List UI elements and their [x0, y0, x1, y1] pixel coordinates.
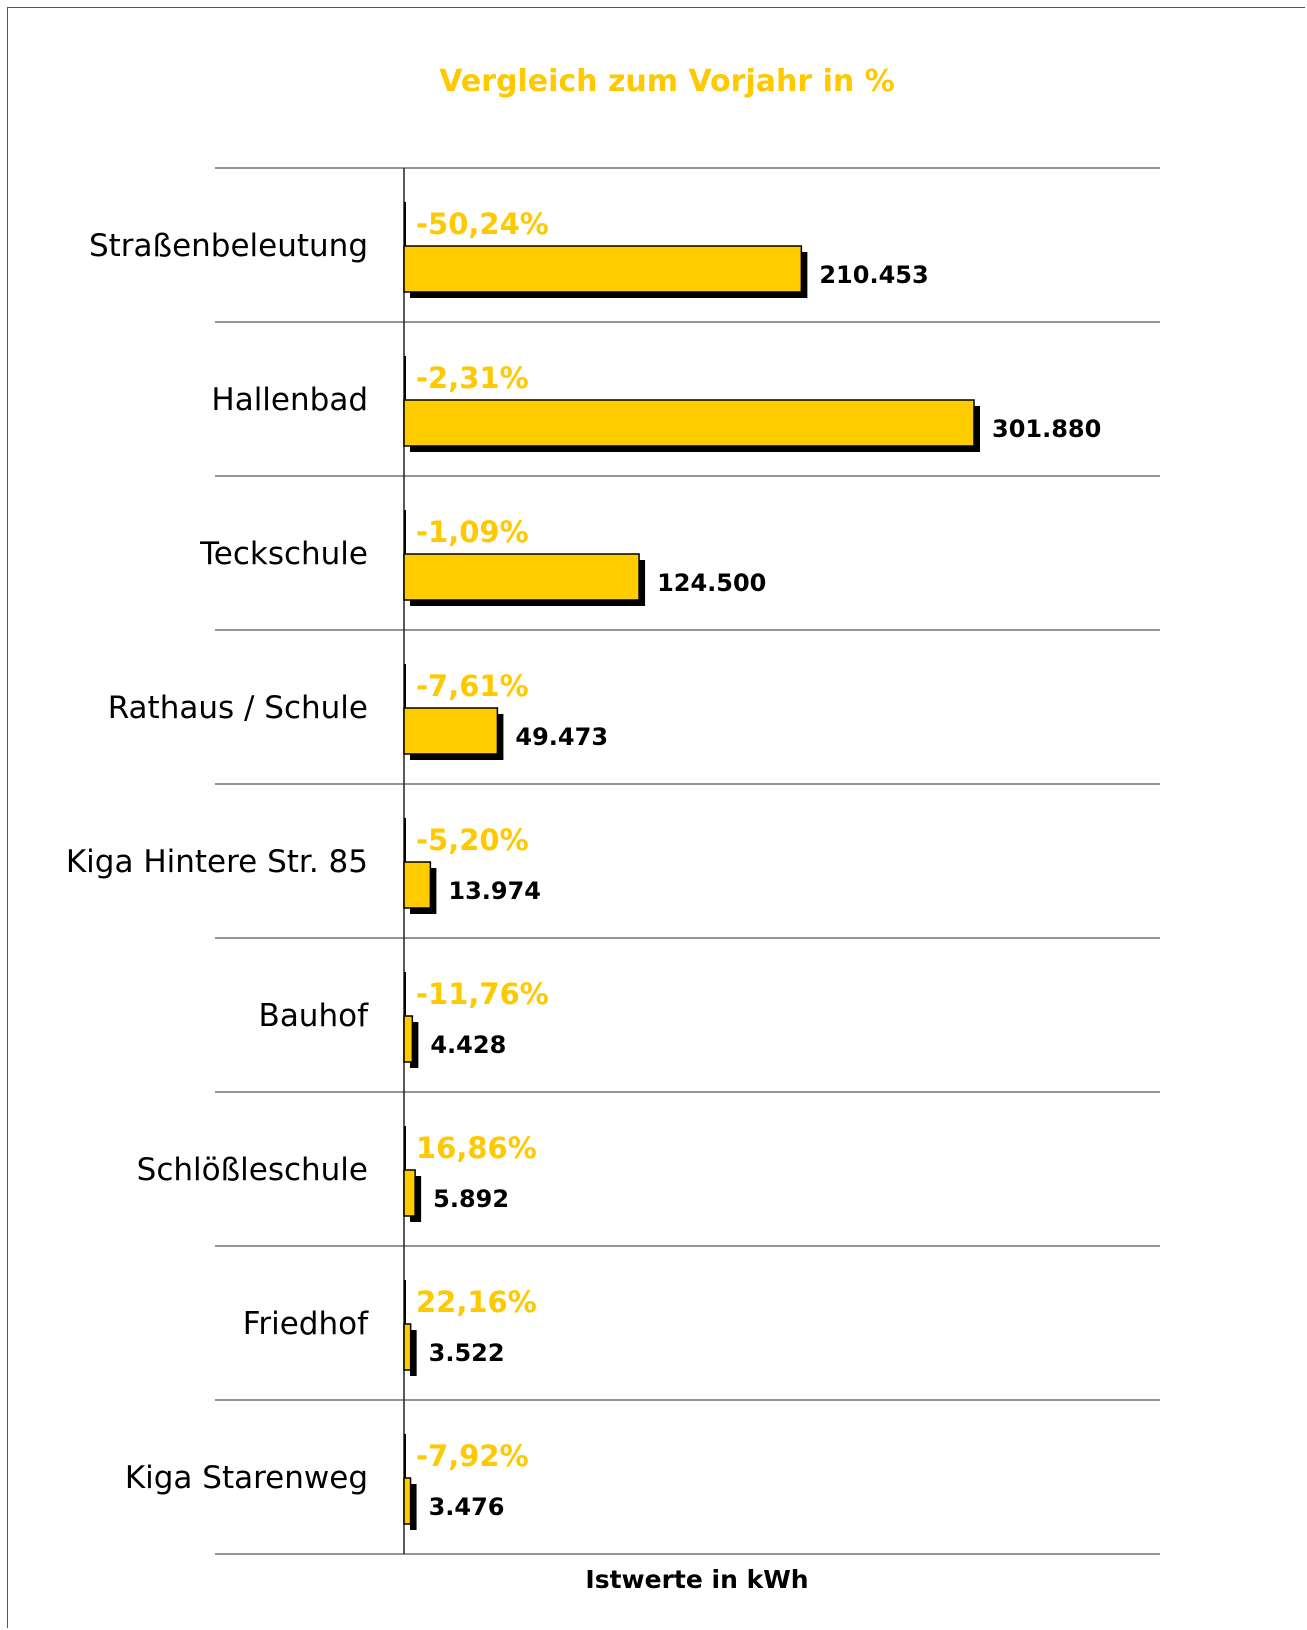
percent-label: 16,86% [416, 1131, 537, 1165]
value-label: 124.500 [657, 569, 766, 597]
value-label: 13.974 [448, 877, 541, 905]
percent-label: -11,76% [416, 977, 549, 1011]
bar-row: Kiga Hintere Str. 85 -5,20% 13.974 [66, 818, 541, 914]
bar-row: Teckschule -1,09% 124.500 [199, 510, 766, 606]
category-label: Hallenbad [211, 382, 368, 418]
chart-title: Vergleich zum Vorjahr in % [439, 64, 894, 99]
bar [403, 1015, 414, 1063]
percent-label: -7,61% [416, 669, 529, 703]
bar-row: Bauhof -11,76% 4.428 [259, 972, 549, 1068]
bar-shadow [410, 1330, 417, 1376]
bar [403, 707, 499, 755]
category-label: Schlößleschule [137, 1152, 368, 1188]
value-label: 210.453 [819, 261, 928, 289]
bar [403, 399, 975, 447]
category-label: Bauhof [259, 998, 370, 1034]
bar-row: Hallenbad -2,31% 301.880 [211, 356, 1101, 452]
chart-frame [7, 7, 1305, 1628]
value-label: 3.522 [429, 1339, 505, 1367]
category-label: Teckschule [199, 536, 368, 572]
category-label: Rathaus / Schule [108, 690, 368, 726]
value-label: 3.476 [429, 1493, 505, 1521]
category-label: Kiga Starenweg [125, 1460, 368, 1496]
bar [403, 1169, 416, 1217]
bar-shadow [410, 1484, 417, 1530]
bar-row: Schlößleschule 16,86% 5.892 [137, 1126, 537, 1222]
bar-row: Rathaus / Schule -7,61% 49.473 [108, 664, 608, 760]
value-label: 49.473 [515, 723, 608, 751]
percent-label: -7,92% [416, 1439, 529, 1473]
value-label: 301.880 [992, 415, 1101, 443]
category-label: Straßenbeleutung [89, 228, 368, 264]
percent-label: -2,31% [416, 361, 529, 395]
value-label: 5.892 [433, 1185, 509, 1213]
percent-label: -1,09% [416, 515, 529, 549]
bar [403, 1323, 412, 1371]
percent-label: 22,16% [416, 1285, 537, 1319]
bar [403, 553, 640, 601]
category-label: Friedhof [243, 1306, 369, 1342]
bar-shadow [410, 1022, 419, 1068]
x-axis-label: Istwerte in kWh [585, 1565, 808, 1594]
bar [403, 1477, 412, 1525]
value-label: 4.428 [430, 1031, 506, 1059]
category-label: Kiga Hintere Str. 85 [66, 844, 368, 880]
bar-row: Straßenbeleutung -50,24% 210.453 [89, 202, 929, 298]
bar [403, 861, 432, 909]
bars-group: Straßenbeleutung -50,24% 210.453 Hallenbad -… [66, 202, 1101, 1530]
percent-label: -5,20% [416, 823, 529, 857]
bar-row: Kiga Starenweg -7,92% 3.476 [125, 1434, 529, 1530]
bar [403, 245, 803, 293]
percent-label: -50,24% [416, 207, 549, 241]
bar-row: Friedhof 22,16% 3.522 [243, 1280, 537, 1376]
